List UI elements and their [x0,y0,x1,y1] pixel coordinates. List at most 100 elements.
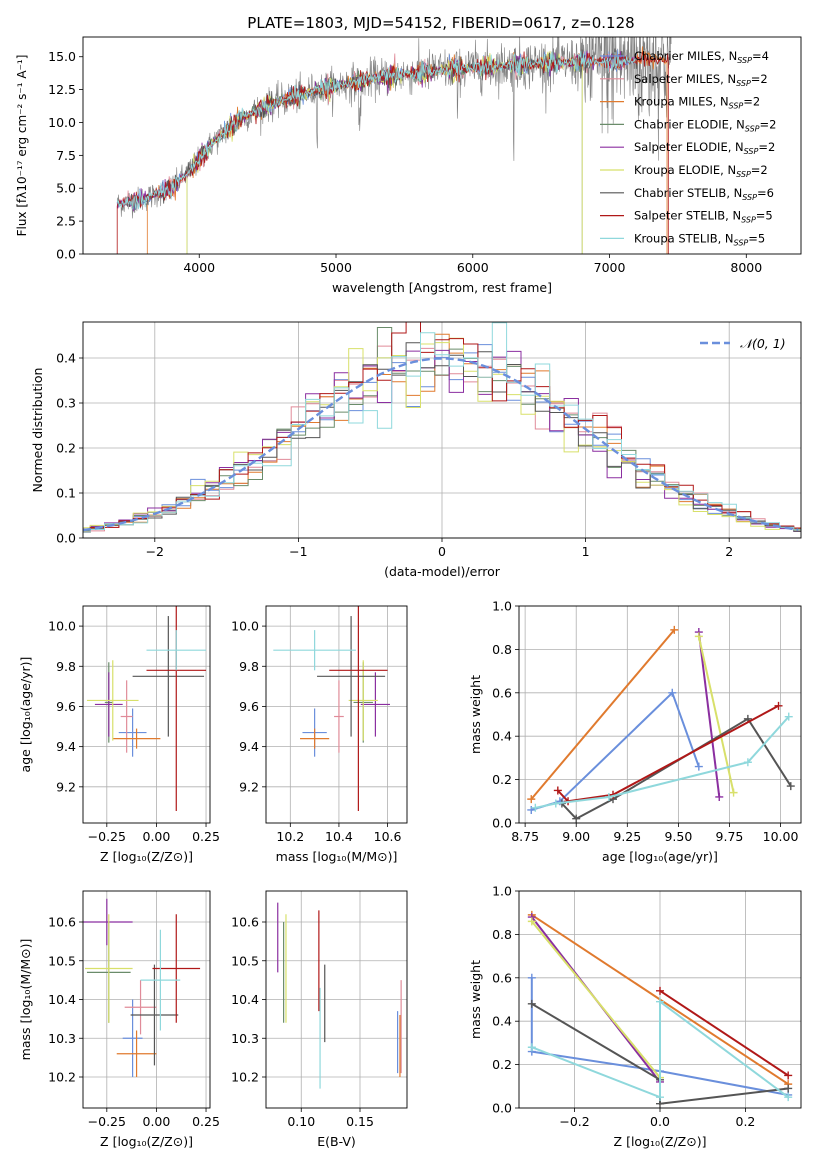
weight-marker [656,986,664,995]
weight-marker [656,997,664,1006]
y-tick-label: 9.2 [56,779,76,794]
y-tick-label: 0.2 [492,1057,512,1072]
y-axis-label: Flux [fλ10⁻¹⁷ erg cm⁻² s⁻¹ A⁻¹] [15,55,29,237]
x-tick-label: 0.25 [192,829,220,844]
residual-histogram [83,344,801,532]
spectrum-data-line [116,37,672,219]
weight-line [530,629,676,800]
x-tick-label: 0.00 [143,829,171,844]
weight-line [561,717,792,820]
y-tick-label: 9.6 [56,699,76,714]
x-tick-label: 10.6 [374,829,402,844]
y-tick-label: 0.6 [492,685,512,700]
axes-frame [518,605,802,824]
weight-marker [784,1071,793,1080]
weight-marker [668,688,677,697]
residual-histogram [83,337,801,531]
y-tick-label: 10.5 [231,953,259,968]
y-tick-label: 10.5 [48,953,76,968]
x-tick-label: 10.2 [276,829,304,844]
axes-frame [265,890,408,1109]
weight-marker [527,1043,536,1052]
spectrum-model-line [116,49,638,210]
y-tick-label: 10.3 [48,1031,76,1046]
axes-frame [82,36,802,255]
weight-line [531,999,789,1099]
x-tick-label: 7000 [594,260,626,275]
weight-line [659,989,789,1077]
x-tick-label: −0.25 [88,829,126,844]
weight-marker [527,999,536,1008]
y-tick-label: 0.0 [492,816,512,831]
y-tick-label: 1.0 [492,884,512,899]
x-tick-label: 9.50 [664,829,692,844]
axes-frame [265,605,408,824]
y-axis-label: Normed distribution [30,368,45,493]
y-tick-label: 10.0 [48,619,76,634]
weight-marker [694,632,703,641]
weight-line [530,977,789,1096]
axes-residuals: −2 −1 0 1 2 0.0 0.1 0.2 0.3 0.4 (data-model)/error… [30,321,802,579]
weight-marker [656,1093,664,1102]
x-axis-label: mass [log₁₀(M/M⊙)] [276,849,398,864]
weight-marker [527,795,536,804]
weight-marker [729,788,738,797]
weight-marker [531,803,540,812]
weight-marker [604,792,613,801]
y-tick-label: 10.2 [48,1070,76,1085]
x-tick-label: 0.15 [346,1114,374,1129]
plot-area-age_vs_Z [86,606,207,811]
y-axis-label: age [log₁₀(age/yr)] [18,657,33,773]
plot-area-age_vs_mass [273,606,390,811]
x-tick-label: 9.75 [716,829,744,844]
x-tick-label: 1 [582,544,590,559]
spectrum-model-line [116,50,638,212]
weight-marker [694,762,703,771]
spectrum-model-line [116,51,669,254]
weight-marker [786,782,795,791]
y-tick-label: 10.4 [48,992,76,1007]
axes-weight_vs_Z: −0.2 0.0 0.2 0.0 0.2 0.4 0.6 0.8 1.0 Z [log₁₀(Z/Z… [468,884,802,1149]
x-tick-label: 6000 [457,260,489,275]
legend-entry: Chabrier MILES, NSSP=4 [634,49,769,65]
spectrum-model-line [116,51,638,210]
weight-marker [715,792,724,801]
spectrum-model-line [116,51,638,208]
spectrum-model-line [116,48,638,210]
plot-area-weight_vs_Z [527,910,793,1108]
legend-entry: Chabrier STELIB, NSSP=6 [634,186,774,202]
y-tick-label: 0.0 [492,1101,512,1116]
legend-entry: Chabrier ELODIE, NSSP=2 [634,117,776,133]
x-tick-label: 8000 [730,260,762,275]
x-tick-label: 8.75 [511,829,539,844]
y-tick-label: 0.2 [56,441,76,456]
y-tick-label: 12.5 [48,82,76,97]
plot-area-mass_vs_ebv [277,902,402,1089]
residual-histogram [83,327,801,532]
weight-marker [774,701,783,710]
y-tick-label: 0.3 [56,396,76,411]
y-axis-label: mass weight [468,675,483,754]
y-tick-label: 10.0 [231,619,259,634]
plot-area-weight_vs_age [527,625,795,823]
y-tick-label: 0.8 [492,927,512,942]
axes-frame [82,890,211,1109]
x-axis-label: Z [log₁₀(Z/Z⊙)] [614,1134,707,1149]
axes-weight_vs_age: 8.75 9.00 9.25 9.50 9.75 10.00 0.0 0.2 0.4 0.6 0.8… [468,599,802,864]
y-tick-label: 10.4 [231,992,259,1007]
x-tick-label: 10.4 [325,829,353,844]
x-axis-label: wavelength [Angstrom, rest frame] [332,280,552,295]
weight-marker [551,799,560,808]
y-tick-label: 7.5 [56,148,76,163]
weight-marker [784,1093,793,1102]
y-axis-label: mass [log₁₀(M/M⊙)] [18,939,33,1061]
weight-marker [527,917,536,926]
x-tick-label: 0.25 [192,1114,220,1129]
weight-marker [572,814,581,823]
legend-entry: Salpeter STELIB, NSSP=5 [634,209,773,225]
y-tick-label: 15.0 [48,49,76,64]
y-tick-label: 9.8 [56,659,76,674]
y-tick-label: 0.4 [492,729,512,744]
x-axis-label: age [log₁₀(age/yr)] [602,849,718,864]
y-tick-label: 9.8 [239,659,259,674]
